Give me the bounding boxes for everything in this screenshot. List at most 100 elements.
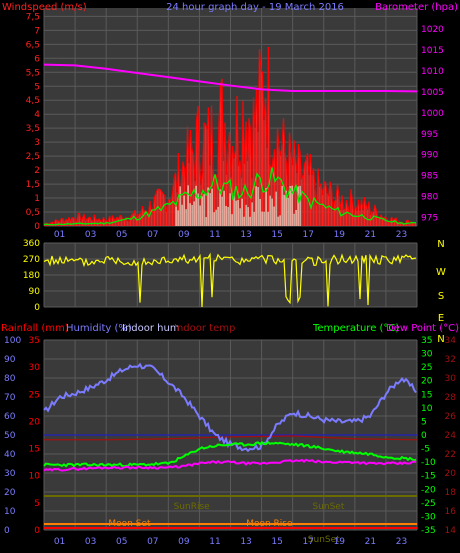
sunset-axis-label: SunSet [308,535,340,545]
windspeed-line [385,216,388,220]
windspeed-line [181,161,184,180]
windspeed-line [380,214,383,219]
windspeed-line [211,105,214,169]
temp-ytick-label: -25 [421,499,436,509]
windspeed-line [374,204,377,212]
baro-ytick-label: 975 [421,214,438,224]
humidity-line [43,362,417,453]
indoor-ytick-label: 20 [445,469,457,479]
windspeed-line [304,159,307,165]
direction-ytick-label: 360 [23,239,40,249]
temp-ytick-label: 35 [421,336,432,346]
temp-xtick-label: 11 [209,537,220,547]
wind-avg-line [43,167,417,226]
windspeed-line [356,199,359,212]
wind-xtick-label: 21 [365,230,376,240]
indoor-ytick-label: 34 [445,336,457,346]
windspeed-line [325,181,328,194]
humidity-ytick-label: 30 [4,469,16,479]
humidity-ytick-label: 60 [4,412,16,422]
windspeed-line [160,189,163,193]
windspeed-line [353,205,356,215]
moonset-label: Moon Set [108,519,151,529]
windspeed-line [112,215,115,219]
windspeed-line [302,163,305,175]
windspeed-line [202,122,205,174]
windspeed-line [199,161,202,186]
wind-ytick-label: 0,5 [26,208,40,218]
humidity-ytick-label: 40 [4,450,16,460]
windspeed-line [373,204,376,212]
dewpoint-line [43,458,417,472]
temperature-axis-title: Temperature (°C) [312,323,399,334]
baro-ytick-label: 990 [421,151,438,161]
windspeed-line [94,214,97,220]
indoor-temp-line [44,435,418,441]
temp-ytick-label: 5 [421,417,427,427]
windspeed-line [136,215,139,218]
windspeed-line [188,130,191,163]
wind-ytick-label: 6,5 [26,40,40,50]
humidity-ytick-label: 50 [4,431,16,441]
windspeed-line [224,122,227,175]
baro-ytick-label: 1000 [421,109,444,119]
indoor-ytick-label: 24 [445,431,457,441]
rain-ytick-label: 25 [29,390,40,400]
humidity-ytick-label: 10 [4,507,16,517]
humidity-axis-title: Humidity (%) [66,323,132,334]
windspeed-line [283,118,286,153]
windspeed-line [92,214,95,222]
temp-ytick-label: -35 [421,526,436,536]
wind-ytick-label: 1 [34,194,40,204]
windspeed-line [307,153,310,175]
windspeed-line [59,218,62,222]
windspeed-axis-title: Windspeed (m/s) [2,2,87,13]
windspeed-line [200,173,203,186]
windspeed-line [391,216,394,220]
temp-xtick-label: 01 [54,537,65,547]
temp-ytick-label: -15 [421,472,436,482]
windspeed-line [260,70,263,73]
indoor-ytick-label: 30 [445,374,457,384]
windspeed-line [299,151,302,180]
windspeed-line [343,208,346,211]
windspeed-line [70,217,73,222]
wind-ytick-label: 7,5 [26,12,40,22]
wind-direction-line [43,252,417,307]
windspeed-line [221,78,224,161]
windspeed-line [218,84,221,121]
temp-ytick-label: 0 [421,431,427,441]
humidity-ytick-label: 0 [4,526,10,536]
temp-xtick-label: 13 [240,537,251,547]
indoor-temp-legend: Indoor temp [174,323,235,334]
windspeed-line [56,220,59,222]
temp-ytick-label: 15 [421,390,432,400]
rain-ytick-label: 20 [29,417,41,427]
windspeed-line [289,132,292,152]
humidity-ytick-label: 20 [4,488,16,498]
temp-ytick-label: -20 [421,485,436,495]
windspeed-line [232,146,235,159]
windspeed-line [251,97,254,179]
windspeed-line [296,144,299,173]
temperature-line [43,440,417,468]
sunset-label: SunSet [312,502,344,512]
baro-ytick-label: 1005 [421,88,444,98]
compass-letter: E [438,313,444,324]
wind-ytick-label: 2,5 [26,152,40,162]
windspeed-line [352,201,355,215]
indoor-ytick-label: 22 [445,450,456,460]
windspeed-line [322,181,325,195]
windspeed-line [262,72,265,120]
compass-letter: N [437,239,444,250]
wind-xtick-label: 23 [396,230,407,240]
wind-xtick-label: 19 [334,230,346,240]
windspeed-line [280,144,283,156]
windspeed-line [101,217,104,222]
temp-xtick-label: 05 [116,537,127,547]
windspeed-line [103,217,106,221]
indoor-ytick-label: 18 [445,488,457,498]
windspeed-line [329,181,332,189]
windspeed-line [89,216,92,221]
windspeed-line [191,149,194,156]
